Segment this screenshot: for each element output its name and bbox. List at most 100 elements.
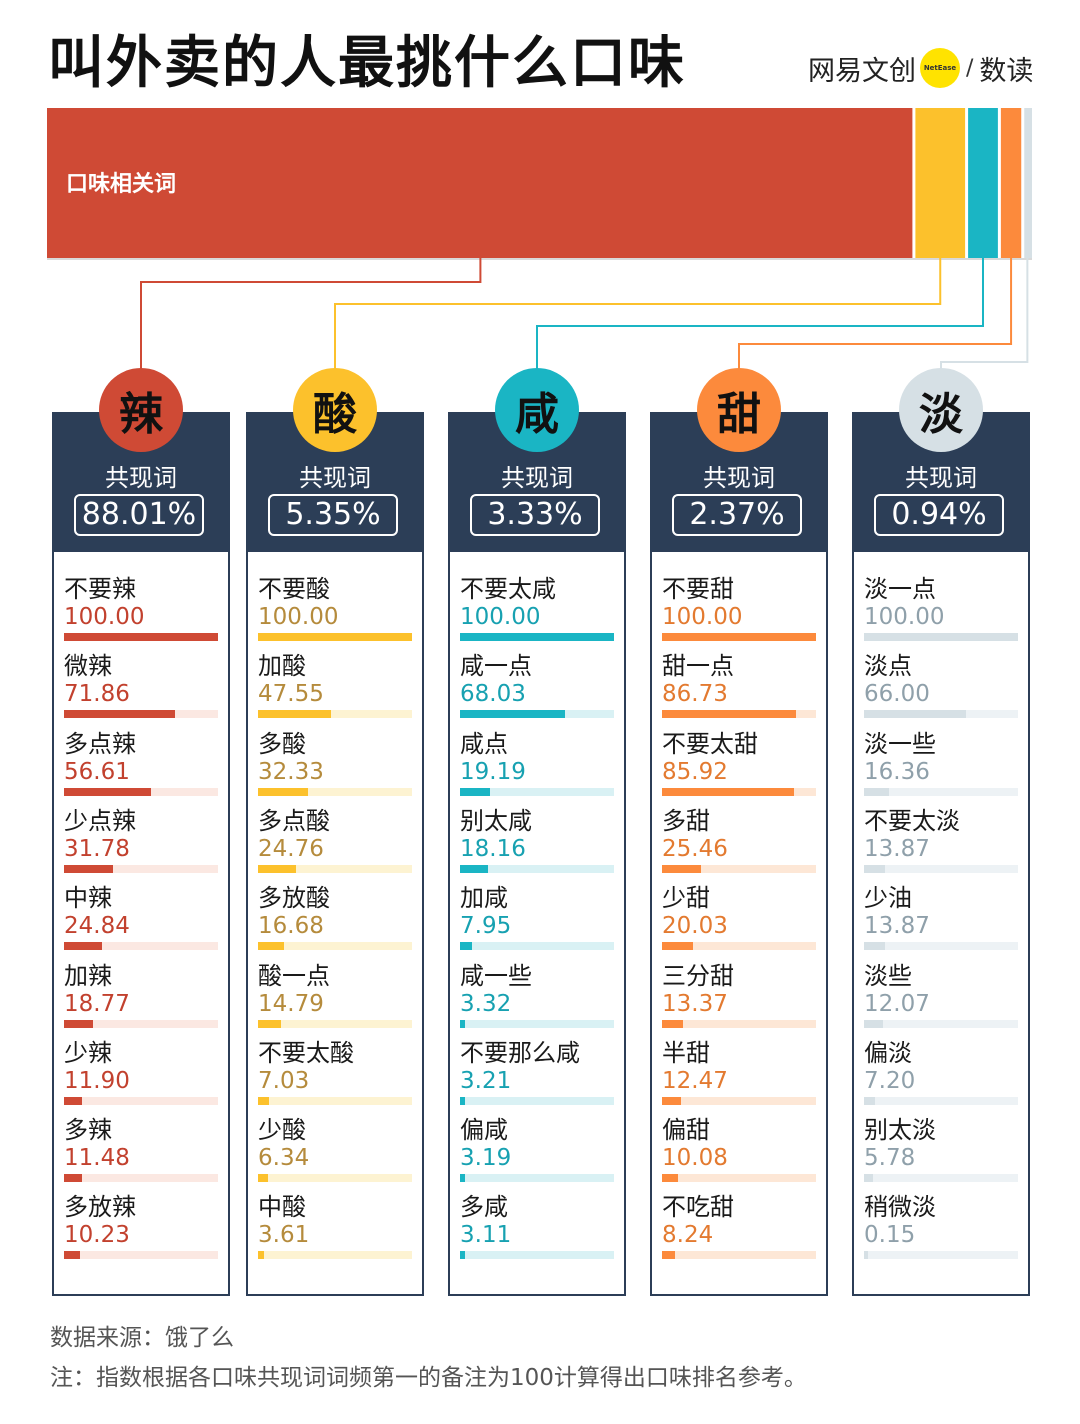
keyword-item: 中辣 24.84 — [64, 883, 218, 960]
keyword-label: 不要太咸 — [460, 575, 556, 603]
keyword-bar-track — [864, 787, 1018, 796]
keyword-label: 别太淡 — [864, 1116, 936, 1145]
keyword-index-value: 3.32 — [460, 990, 512, 1017]
keyword-index-value: 16.36 — [864, 758, 930, 785]
keyword-item: 不要那么咸 3.21 — [460, 1038, 614, 1115]
share-gap — [912, 108, 916, 258]
share-gap — [1021, 108, 1025, 258]
page-title: 叫外卖的人最挑什么口味 — [48, 31, 686, 96]
keyword-label: 中酸 — [258, 1193, 306, 1222]
keyword-item: 少辣 11.90 — [64, 1038, 218, 1115]
keyword-label: 多放辣 — [64, 1193, 136, 1222]
keyword-bar — [258, 864, 297, 873]
footnote: 注：指数根据各口味共现词词频第一的备注为100计算得出口味排名参考。 — [50, 1365, 807, 1391]
keyword-bar — [460, 1096, 465, 1105]
keyword-bar-track — [258, 942, 412, 951]
keyword-bar — [460, 942, 473, 951]
keyword-label: 偏甜 — [662, 1116, 710, 1145]
keyword-label: 多点酸 — [258, 806, 330, 835]
keyword-bar-track — [258, 1096, 412, 1105]
keyword-index-value: 66.00 — [864, 681, 930, 708]
keyword-bar-track — [460, 633, 614, 641]
share-bar-baseline — [47, 258, 1032, 260]
keyword-bar — [258, 1174, 268, 1183]
keyword-bar — [662, 1019, 683, 1028]
keyword-bar-track — [64, 710, 218, 719]
keyword-item: 偏淡 7.20 — [864, 1038, 1018, 1115]
keyword-index-value: 18.16 — [460, 835, 526, 862]
keyword-index-value: 3.11 — [460, 1222, 512, 1249]
keyword-index-value: 11.48 — [64, 1145, 130, 1172]
keyword-item: 不要太甜 85.92 — [662, 729, 816, 806]
keyword-bar — [64, 1251, 80, 1260]
keyword-bar-track — [864, 864, 1018, 873]
keyword-index-value: 7.95 — [460, 913, 512, 940]
keyword-item: 多咸 3.11 — [460, 1192, 614, 1269]
keyword-bar-track — [864, 710, 1018, 719]
keyword-label: 加辣 — [64, 961, 112, 990]
share-percent: 2.37% — [672, 494, 802, 536]
keyword-item: 多辣 11.48 — [64, 1115, 218, 1192]
keyword-index-value: 31.78 — [64, 835, 130, 862]
keyword-index-value: 24.76 — [258, 835, 324, 862]
keyword-item: 咸一些 3.32 — [460, 961, 614, 1038]
keyword-item: 别太咸 18.16 — [460, 806, 614, 883]
keyword-item: 酸一点 14.79 — [258, 961, 412, 1038]
keyword-item: 少甜 20.03 — [662, 883, 816, 960]
keyword-item: 少油 13.87 — [864, 883, 1018, 960]
keyword-item: 甜一点 86.73 — [662, 651, 816, 728]
share-percent: 3.33% — [470, 494, 600, 536]
keyword-label: 多点辣 — [64, 729, 136, 758]
keyword-bar-track — [258, 1251, 412, 1260]
keyword-index-value: 6.34 — [258, 1145, 310, 1172]
keyword-bar — [864, 1096, 876, 1105]
cooccurrence-label: 共现词 — [703, 464, 775, 492]
keyword-item: 加酸 47.55 — [258, 651, 412, 728]
keyword-item: 少酸 6.34 — [258, 1115, 412, 1192]
keyword-bar-track — [662, 1019, 816, 1028]
flavor-share-chart — [47, 108, 1032, 372]
keyword-bar-track — [258, 1019, 412, 1028]
keyword-label: 少油 — [864, 884, 912, 913]
keyword-bar-track — [662, 864, 816, 873]
keyword-label: 多辣 — [64, 1116, 112, 1145]
keyword-bar-track — [864, 633, 1018, 641]
keyword-bar — [64, 864, 113, 873]
keyword-bar — [864, 1251, 868, 1260]
keyword-index-value: 19.19 — [460, 758, 526, 785]
keyword-index-value: 11.90 — [64, 1067, 130, 1094]
flavor-badge-甜: 甜 — [697, 368, 781, 452]
keyword-item: 咸一点 68.03 — [460, 651, 614, 728]
keyword-label: 不要辣 — [64, 575, 136, 603]
keyword-label: 加酸 — [258, 652, 306, 681]
share-gap — [965, 108, 969, 258]
keyword-label: 咸一些 — [460, 961, 532, 990]
keyword-index-value: 3.19 — [460, 1145, 512, 1172]
keyword-index-value: 100.00 — [460, 604, 541, 630]
keyword-bar-track — [258, 864, 412, 873]
keyword-bar-track — [64, 942, 218, 951]
keyword-bar — [662, 1174, 678, 1183]
keyword-label: 稍微淡 — [864, 1193, 936, 1222]
keyword-bar-track — [64, 1251, 218, 1260]
keyword-bar — [64, 1019, 93, 1028]
brand-logo: 网易文创 NetEase / 数读 — [808, 46, 1033, 90]
keyword-bar-track — [864, 1096, 1018, 1105]
keyword-item: 别太淡 5.78 — [864, 1115, 1018, 1192]
keyword-item: 少点辣 31.78 — [64, 806, 218, 883]
keyword-item: 半甜 12.47 — [662, 1038, 816, 1115]
keyword-bar — [864, 710, 966, 719]
keyword-label: 不要那么咸 — [460, 1038, 580, 1067]
keyword-bar-track — [64, 864, 218, 873]
keyword-item: 不要酸 100.00 — [258, 574, 412, 651]
keyword-label: 淡些 — [864, 961, 912, 990]
connector-辣 — [140, 258, 482, 372]
column-header: 共现词 5.35% — [248, 414, 422, 552]
keyword-bar-track — [258, 787, 412, 796]
keyword-item: 偏咸 3.19 — [460, 1115, 614, 1192]
keyword-bar-track — [662, 787, 816, 796]
keyword-index-value: 0.15 — [864, 1222, 916, 1249]
keyword-bar — [662, 942, 693, 951]
flavor-column-淡: 共现词 0.94% 淡一点 100.00 淡点 66.00 淡一些 16.36 不要太淡 13.8… — [852, 412, 1030, 1296]
share-percent: 0.94% — [874, 494, 1004, 536]
